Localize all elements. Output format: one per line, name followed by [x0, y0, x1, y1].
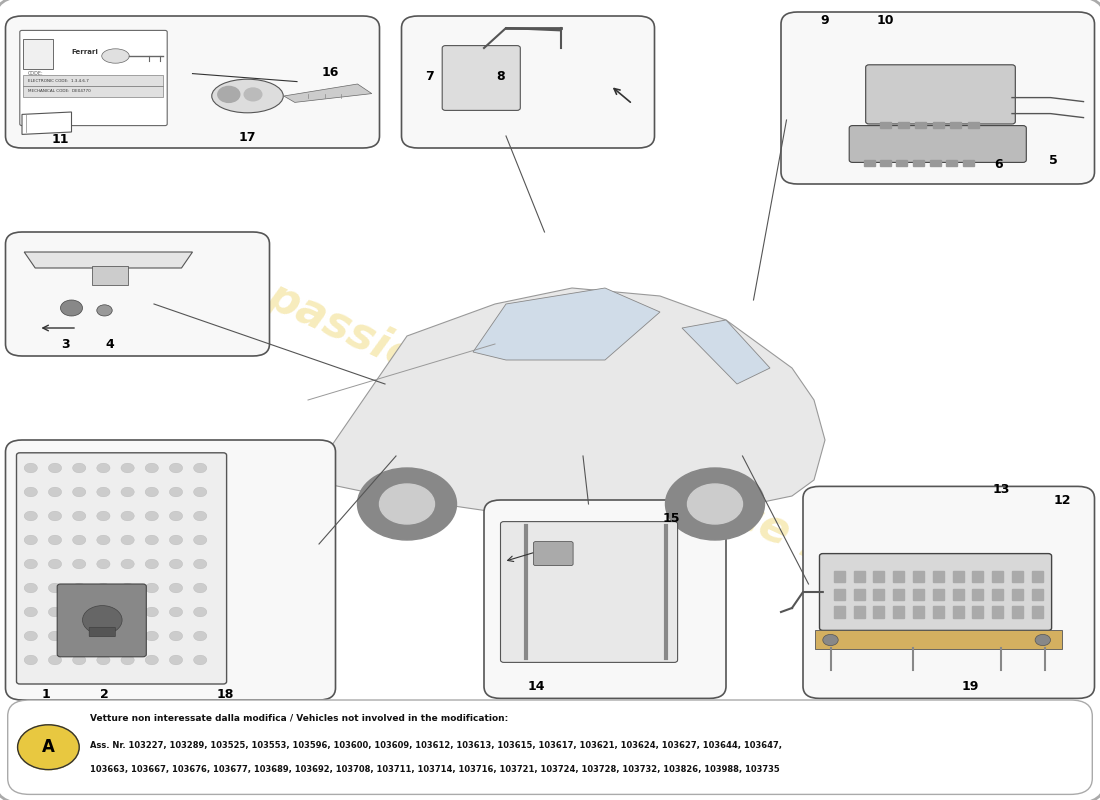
Polygon shape	[284, 84, 372, 102]
Bar	[915, 122, 926, 128]
Text: MECHANICAL CODE:  DE04770: MECHANICAL CODE: DE04770	[28, 90, 90, 94]
FancyBboxPatch shape	[16, 453, 227, 684]
Bar	[1032, 589, 1043, 600]
FancyBboxPatch shape	[89, 627, 116, 637]
Circle shape	[73, 511, 86, 521]
FancyBboxPatch shape	[402, 16, 654, 148]
Bar	[873, 606, 884, 618]
Circle shape	[145, 631, 158, 641]
Circle shape	[60, 300, 82, 316]
Circle shape	[97, 655, 110, 665]
FancyBboxPatch shape	[781, 12, 1094, 184]
FancyBboxPatch shape	[820, 554, 1052, 630]
Circle shape	[194, 511, 207, 521]
Circle shape	[48, 511, 62, 521]
Polygon shape	[308, 288, 825, 520]
Circle shape	[194, 463, 207, 473]
Text: 6: 6	[994, 158, 1003, 171]
Text: 9: 9	[821, 14, 829, 27]
Circle shape	[121, 535, 134, 545]
Circle shape	[218, 86, 240, 102]
Bar	[933, 589, 944, 600]
Bar	[1012, 606, 1023, 618]
Circle shape	[73, 607, 86, 617]
Text: 3: 3	[62, 338, 70, 350]
Circle shape	[97, 487, 110, 497]
Bar	[992, 606, 1003, 618]
Circle shape	[169, 511, 183, 521]
Circle shape	[24, 655, 37, 665]
Circle shape	[48, 655, 62, 665]
Bar	[880, 160, 891, 166]
Ellipse shape	[101, 49, 130, 63]
Text: 103663, 103667, 103676, 103677, 103689, 103692, 103708, 103711, 103714, 103716, : 103663, 103667, 103676, 103677, 103689, …	[90, 765, 780, 774]
Circle shape	[145, 655, 158, 665]
Text: Ass. Nr. 103227, 103289, 103525, 103553, 103596, 103600, 103609, 103612, 103613,: Ass. Nr. 103227, 103289, 103525, 103553,…	[90, 741, 782, 750]
Bar	[972, 589, 983, 600]
Bar	[880, 122, 891, 128]
Circle shape	[24, 559, 37, 569]
Bar	[893, 571, 904, 582]
Circle shape	[145, 487, 158, 497]
Circle shape	[688, 484, 742, 524]
Text: 13: 13	[992, 483, 1010, 496]
Circle shape	[145, 511, 158, 521]
Text: Ferrari: Ferrari	[72, 49, 98, 55]
Circle shape	[24, 511, 37, 521]
Circle shape	[1035, 634, 1050, 646]
Bar	[913, 160, 924, 166]
Circle shape	[48, 463, 62, 473]
Bar	[913, 571, 924, 582]
FancyBboxPatch shape	[484, 500, 726, 698]
Circle shape	[97, 559, 110, 569]
Text: ELECTRONIC CODE:  1.3.4.6.7: ELECTRONIC CODE: 1.3.4.6.7	[28, 78, 88, 82]
Bar	[873, 589, 884, 600]
Text: Vetture non interessate dalla modifica / Vehicles not involved in the modificati: Vetture non interessate dalla modifica /…	[90, 714, 508, 723]
Bar	[992, 571, 1003, 582]
Circle shape	[145, 583, 158, 593]
Bar	[930, 160, 940, 166]
Bar	[933, 571, 944, 582]
Bar	[913, 606, 924, 618]
Bar	[962, 160, 974, 166]
Circle shape	[169, 607, 183, 617]
Circle shape	[48, 559, 62, 569]
Circle shape	[358, 468, 456, 540]
Circle shape	[169, 631, 183, 641]
Circle shape	[73, 655, 86, 665]
Text: 5: 5	[1049, 154, 1058, 166]
Circle shape	[48, 535, 62, 545]
FancyBboxPatch shape	[442, 46, 520, 110]
Bar	[972, 571, 983, 582]
Bar	[953, 571, 964, 582]
Text: passion for parts since 1: passion for parts since 1	[261, 274, 839, 574]
Bar	[834, 606, 845, 618]
Bar	[893, 589, 904, 600]
Circle shape	[97, 631, 110, 641]
Circle shape	[194, 535, 207, 545]
Circle shape	[121, 583, 134, 593]
Circle shape	[379, 484, 434, 524]
Circle shape	[24, 583, 37, 593]
Bar	[992, 589, 1003, 600]
Bar	[898, 122, 909, 128]
Circle shape	[73, 583, 86, 593]
Text: 1: 1	[42, 688, 51, 701]
Text: 12: 12	[1054, 494, 1071, 506]
Circle shape	[48, 631, 62, 641]
Bar	[1012, 589, 1023, 600]
Circle shape	[18, 725, 79, 770]
Bar	[864, 160, 874, 166]
Circle shape	[145, 463, 158, 473]
Circle shape	[97, 463, 110, 473]
Circle shape	[73, 559, 86, 569]
Bar	[1032, 606, 1043, 618]
Circle shape	[121, 463, 134, 473]
Bar	[854, 606, 865, 618]
Circle shape	[73, 463, 86, 473]
Circle shape	[169, 463, 183, 473]
Bar	[873, 571, 884, 582]
Bar	[1032, 571, 1043, 582]
FancyBboxPatch shape	[803, 486, 1094, 698]
